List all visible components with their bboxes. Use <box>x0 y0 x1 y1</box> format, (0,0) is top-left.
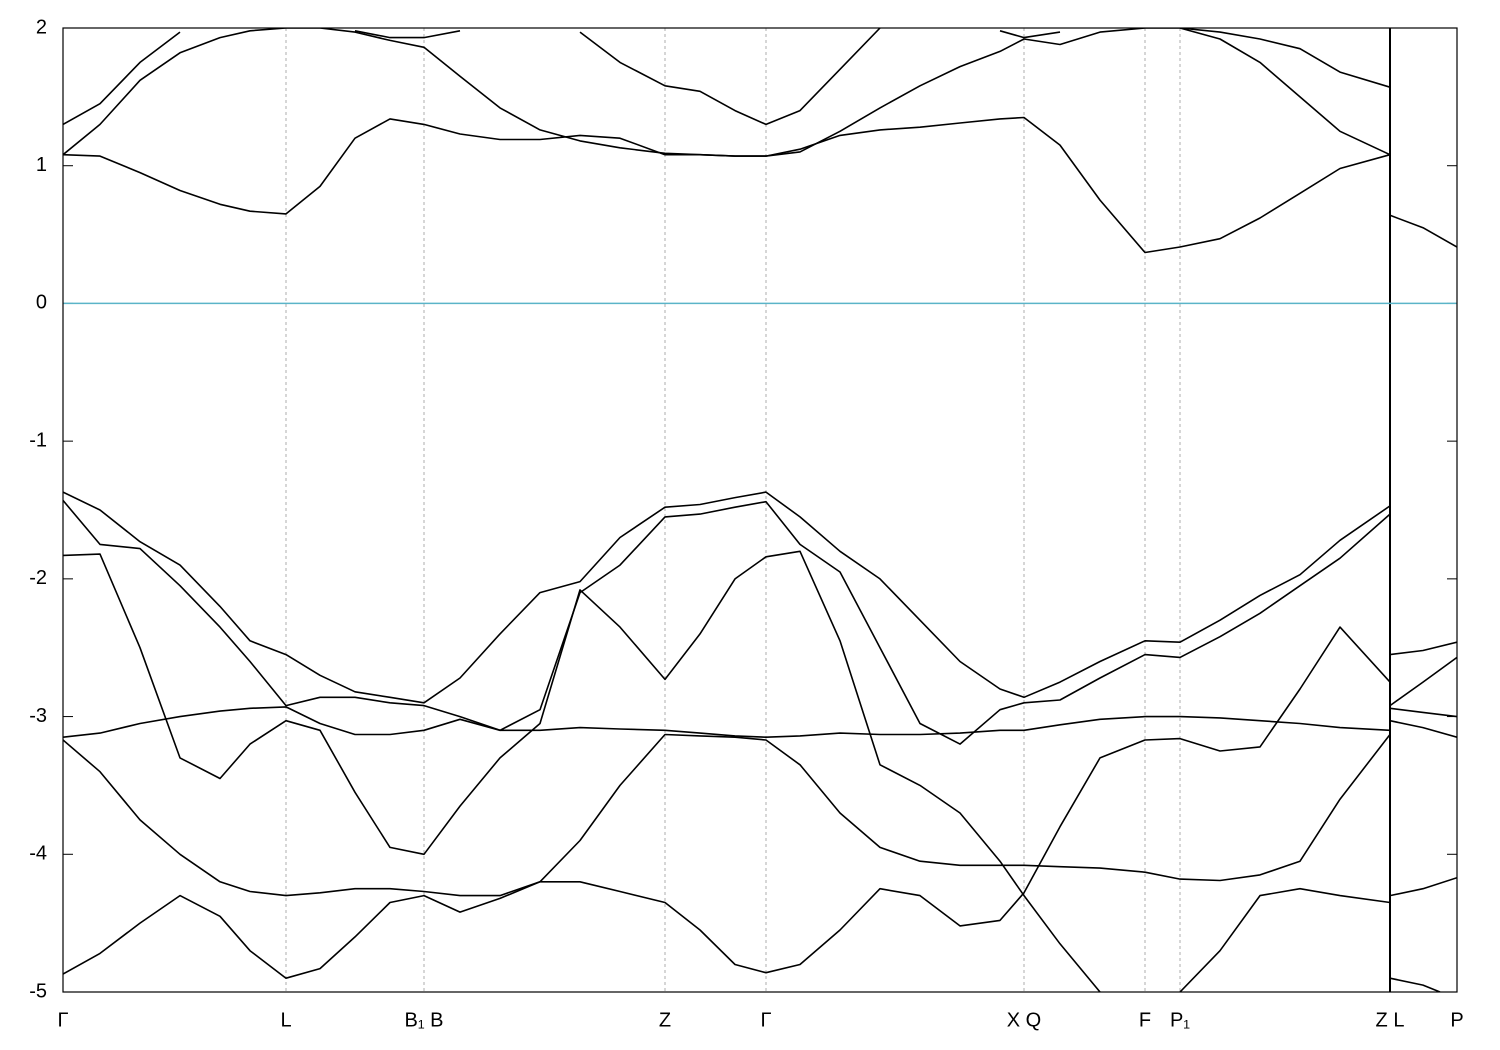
bands <box>63 28 1457 992</box>
x-tick-label: B₁ B <box>405 1009 444 1031</box>
band-line <box>63 28 1391 157</box>
band-line <box>63 491 1391 704</box>
x-tick-label: Γ <box>57 1009 68 1031</box>
grid <box>62 27 1458 993</box>
band-line <box>1389 876 1457 897</box>
band-line <box>63 733 1391 897</box>
band-line <box>1389 719 1457 738</box>
y-tick-label: -1 <box>29 429 47 451</box>
y-tick-label: 2 <box>36 16 47 38</box>
band-line <box>63 499 1391 745</box>
plot-frame <box>62 27 1458 993</box>
band-line <box>63 706 1391 738</box>
y-tick-label: -3 <box>29 705 47 727</box>
labels: -5 -4 -3 -2 -1 0 1 2 Γ L B₁ B Z Γ X Q F P₁ Z L P <box>29 16 1463 1031</box>
band-line <box>1179 887 1391 992</box>
y-tick-label: 0 <box>36 292 47 314</box>
band-line <box>1389 214 1457 248</box>
y-tick-label: 1 <box>36 154 47 176</box>
band-line <box>1389 641 1457 656</box>
band-line <box>63 116 1391 254</box>
x-tick-label: L <box>280 1009 291 1031</box>
band-line <box>63 550 1101 992</box>
x-tick-label: Z <box>659 1009 671 1031</box>
band-line <box>1389 656 1457 707</box>
y-tick-label: -2 <box>29 567 47 589</box>
y-tick-label: -5 <box>29 980 47 1002</box>
x-tick-label: P <box>1450 1009 1463 1031</box>
band-line <box>63 626 1391 979</box>
band-line <box>1389 707 1457 718</box>
x-tick-label: Z L <box>1376 1009 1405 1031</box>
x-tick-label: Γ <box>760 1009 771 1031</box>
x-tick-label: F <box>1139 1009 1151 1031</box>
band-line <box>63 28 1391 126</box>
y-tick-label: -4 <box>29 843 47 865</box>
x-tick-label: X Q <box>1007 1009 1041 1031</box>
x-tick-label: P₁ <box>1170 1009 1190 1031</box>
band-line <box>1389 977 1441 992</box>
